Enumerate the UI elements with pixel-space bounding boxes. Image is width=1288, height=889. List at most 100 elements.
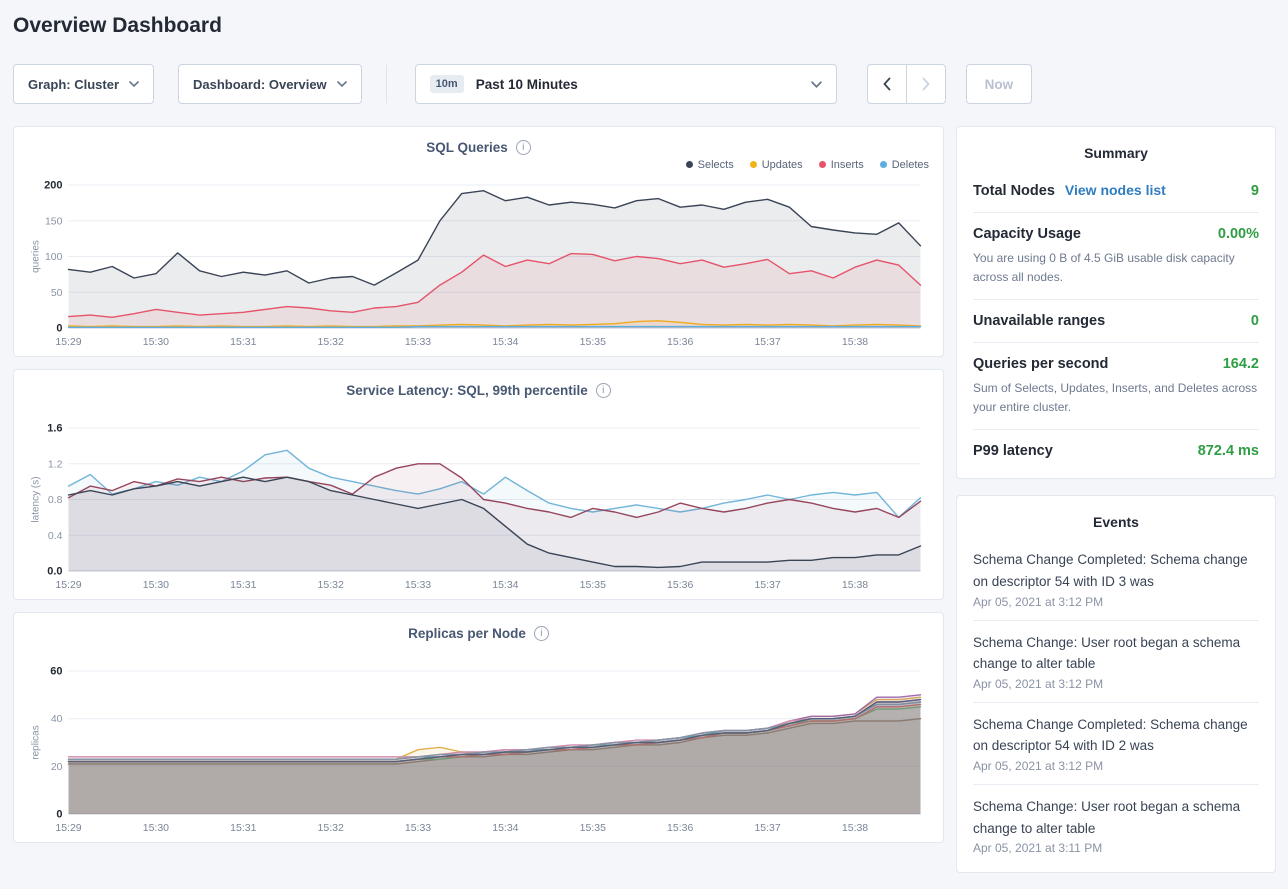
event-message: Schema Change: User root began a schema … [973, 634, 1241, 672]
event-item[interactable]: Schema Change Completed: Schema change o… [973, 538, 1259, 619]
event-message: Schema Change: User root began a schema … [973, 798, 1241, 836]
event-item[interactable]: Schema Change Completed: Schema change o… [973, 701, 1259, 784]
legend-label: Selects [697, 159, 734, 171]
svg-text:50: 50 [51, 287, 63, 299]
svg-text:200: 200 [44, 180, 62, 192]
svg-text:15:30: 15:30 [143, 579, 169, 591]
event-timestamp: Apr 05, 2021 at 3:12 PM [973, 676, 1104, 691]
legend-dot-icon [685, 161, 693, 168]
svg-text:15:38: 15:38 [842, 579, 868, 591]
svg-text:20: 20 [51, 761, 63, 773]
summary-label: Total Nodes [973, 183, 1055, 199]
dashboard-dropdown[interactable]: Dashboard: Overview [178, 64, 362, 104]
info-icon[interactable] [533, 626, 549, 641]
svg-text:15:32: 15:32 [318, 336, 344, 348]
summary-subtext: Sum of Selects, Updates, Inserts, and De… [973, 381, 1258, 414]
toolbar-divider [385, 65, 387, 103]
events-panel-title: Events [1093, 514, 1139, 531]
chart-legend: Selects Updates Inserts Deletes [28, 159, 929, 177]
svg-text:15:35: 15:35 [580, 822, 606, 834]
svg-text:0.0: 0.0 [47, 566, 62, 578]
summary-row: Queries per second 164.2 Sum of Selects,… [973, 342, 1259, 429]
summary-rows: Total Nodes View nodes list 9 Capacity U… [973, 169, 1259, 472]
chevron-down-icon [810, 80, 822, 88]
summary-value: 164.2 [1222, 356, 1259, 373]
chevron-left-icon [882, 77, 891, 91]
legend-dot-icon [818, 161, 826, 168]
event-timestamp: Apr 05, 2021 at 3:12 PM [973, 594, 1104, 609]
event-item[interactable]: Schema Change: User root began a schema … [973, 619, 1259, 702]
time-prev-button[interactable] [866, 64, 907, 104]
summary-panel: Summary Total Nodes View nodes list 9 Ca… [956, 126, 1276, 480]
svg-text:15:31: 15:31 [230, 336, 256, 348]
legend-item[interactable]: Inserts [818, 159, 864, 171]
svg-text:0: 0 [56, 323, 62, 335]
chart-svg: 0 20 40 60 15:29 15:30 15:31 15:32 15:33 15:34 15:… [31, 666, 922, 834]
summary-label: P99 latency [973, 443, 1053, 460]
summary-link[interactable]: View nodes list [1064, 182, 1166, 198]
chart-svg: 0.0 0.4 0.8 1.2 1.6 15:29 15:30 15:31 15:32 15:33… [31, 423, 922, 591]
svg-text:15:33: 15:33 [405, 822, 431, 834]
svg-text:0: 0 [56, 809, 62, 821]
chevron-down-icon [336, 81, 347, 87]
svg-text:15:36: 15:36 [667, 579, 693, 591]
chart-header: SQL Queries [28, 139, 929, 157]
legend-item[interactable]: Deletes [879, 159, 929, 171]
svg-text:15:32: 15:32 [318, 822, 344, 834]
graph-dropdown[interactable]: Graph: Cluster [13, 64, 155, 104]
svg-text:15:38: 15:38 [842, 822, 868, 834]
summary-row: Capacity Usage 0.00% You are using 0 B o… [973, 212, 1259, 299]
chart-svg: 0 50 100 150 200 15:29 15:30 15:31 15:32 15:33 15:… [31, 180, 922, 348]
event-timestamp: Apr 05, 2021 at 3:11 PM [973, 841, 1103, 856]
info-icon[interactable] [515, 140, 531, 155]
svg-text:15:38: 15:38 [842, 336, 868, 348]
time-next-button[interactable] [905, 64, 946, 104]
svg-text:0.4: 0.4 [48, 530, 63, 542]
summary-value: 0 [1250, 313, 1259, 330]
summary-row: Total Nodes View nodes list 9 [973, 169, 1259, 212]
page-title: Overview Dashboard [13, 14, 222, 37]
chart-plot: 0.0 0.4 0.8 1.2 1.6 15:29 15:30 15:31 15:32 15:33… [28, 420, 929, 595]
summary-value: 9 [1250, 183, 1259, 199]
svg-text:100: 100 [45, 251, 63, 263]
chevron-right-icon [922, 77, 930, 91]
svg-text:1.6: 1.6 [47, 423, 62, 435]
chart-panel: Replicas per Node 0 20 40 60 15:29 15:30 15:31… [13, 612, 944, 843]
chart-title: SQL Queries [426, 140, 508, 155]
svg-text:15:36: 15:36 [667, 336, 693, 348]
svg-text:0.8: 0.8 [48, 494, 63, 506]
info-icon[interactable] [595, 383, 611, 398]
legend-label: Inserts [830, 159, 864, 171]
legend-item[interactable]: Selects [685, 159, 734, 171]
time-range-dropdown[interactable]: 10m Past 10 Minutes [414, 64, 837, 104]
legend-label: Updates [761, 159, 803, 171]
svg-text:15:32: 15:32 [318, 579, 344, 591]
summary-label: Capacity Usage [973, 226, 1081, 242]
event-item[interactable]: Schema Change: User root began a schema … [973, 783, 1259, 866]
event-message: Schema Change Completed: Schema change o… [973, 552, 1248, 589]
charts-column: SQL Queries Selects Updates Inserts Deletes… [13, 126, 944, 855]
sidebar: Summary Total Nodes View nodes list 9 Ca… [956, 126, 1276, 889]
events-list: Schema Change Completed: Schema change o… [973, 538, 1259, 866]
chart-header: Replicas per Node [28, 625, 929, 643]
svg-text:15:33: 15:33 [405, 336, 431, 348]
chart-header: Service Latency: SQL, 99th percentile [28, 382, 929, 400]
summary-row: Unavailable ranges 0 [973, 299, 1259, 342]
event-message: Schema Change Completed: Schema change o… [973, 716, 1248, 754]
svg-text:15:29: 15:29 [55, 822, 81, 834]
summary-value: 872.4 ms [1197, 443, 1259, 460]
now-button[interactable]: Now [965, 64, 1033, 104]
chart-plot: 0 20 40 60 15:29 15:30 15:31 15:32 15:33 15:34 15:… [28, 663, 929, 838]
svg-text:15:37: 15:37 [754, 822, 780, 834]
time-range-badge: 10m [429, 75, 464, 93]
legend-item[interactable]: Updates [749, 159, 803, 171]
svg-text:60: 60 [50, 666, 62, 678]
svg-text:15:35: 15:35 [580, 579, 606, 591]
toolbar: Graph: Cluster Dashboard: Overview 10m P… [13, 64, 1276, 104]
svg-text:15:35: 15:35 [580, 336, 606, 348]
legend-dot-icon [749, 161, 757, 168]
svg-text:15:36: 15:36 [667, 822, 693, 834]
svg-text:15:31: 15:31 [230, 822, 256, 834]
time-nav-group [866, 64, 946, 104]
chart-title: Replicas per Node [408, 626, 526, 641]
